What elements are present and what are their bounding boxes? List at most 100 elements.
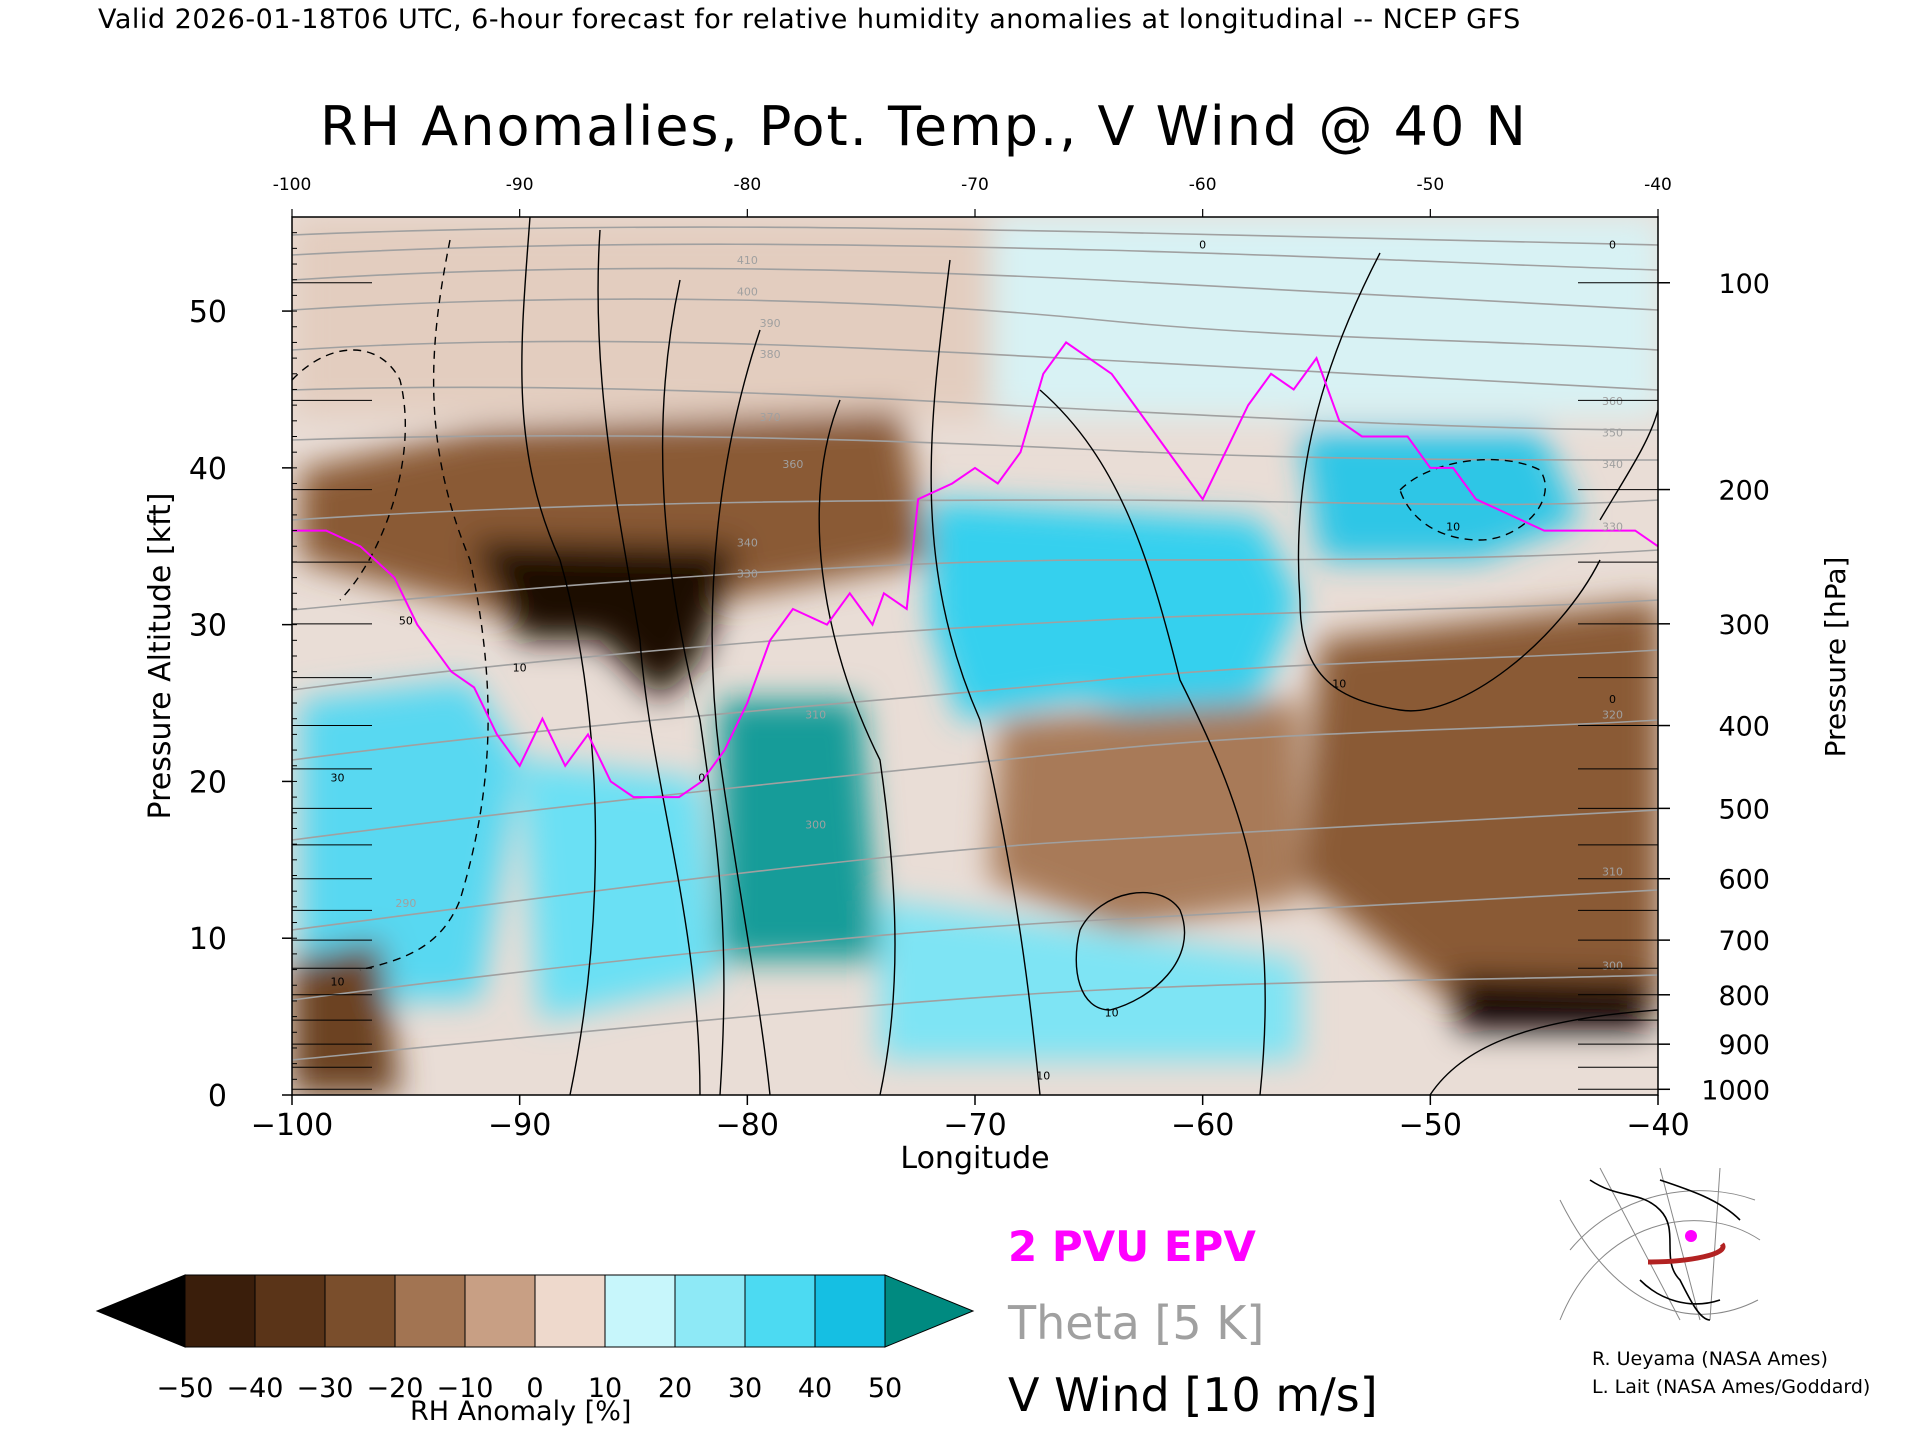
field-brown-center [990, 700, 1300, 930]
map-coastline [1589, 1179, 1741, 1321]
legend-wind: V Wind [10 m/s] [1008, 1368, 1378, 1422]
theta-contour-label: 390 [760, 317, 781, 330]
field-brown-right [1300, 600, 1658, 1000]
wind-contour [1039, 389, 1266, 1095]
legend-theta: Theta [5 K] [1008, 1296, 1265, 1350]
pressure-tick-label: 300 [1718, 610, 1770, 641]
x-axis-label: Longitude [900, 1141, 1049, 1176]
wind-contour-label: 10 [1446, 521, 1460, 534]
top-tick-label: -60 [1189, 175, 1217, 195]
colorbar-segment [744, 1274, 816, 1348]
y-axis: 0 10 20 30 40 50 [189, 232, 297, 1114]
colorbar-segment [604, 1274, 676, 1348]
wind-contour [661, 279, 725, 1095]
theta-contour [292, 719, 1658, 841]
y-tick-label: 50 [189, 295, 227, 330]
wind-contour [818, 399, 896, 1095]
y-tick-label: 30 [189, 609, 227, 644]
wind-contour-label: 0 [1609, 238, 1616, 251]
wind-contour-label: 0 [1609, 693, 1616, 706]
colorbar-segment [394, 1274, 466, 1348]
map-graticule [1559, 1199, 1759, 1315]
field-brown-band [300, 410, 930, 620]
map-marker [1685, 1230, 1697, 1242]
colorbar-label: RH Anomaly [%] [410, 1396, 632, 1427]
colorbar-segment [814, 1274, 886, 1348]
y-tick-label: 20 [189, 765, 227, 800]
y-axis-label: Pressure Altitude [kft] [143, 493, 178, 820]
field-blue-left-low [300, 680, 520, 1000]
colorbar-tick-label: −50 [157, 1373, 214, 1404]
wind-contour [1075, 891, 1186, 1011]
locator-map [1559, 1167, 1761, 1321]
field-blue-upper-right [1300, 430, 1580, 560]
top-tick-label: -90 [506, 175, 534, 195]
theta-contour-label: 370 [760, 411, 781, 424]
pressure-tick-label: 800 [1718, 981, 1770, 1012]
theta-contour-label: 290 [395, 897, 416, 910]
wind-contours [292, 217, 1658, 1095]
theta-contour [292, 386, 1658, 431]
x-tick-label: −80 [716, 1108, 779, 1143]
x-axis: −100 −90 −80 −70 −60 −50 −40 [251, 1095, 1690, 1143]
theta-contour-label: 330 [1602, 521, 1623, 534]
map-track [1647, 1242, 1726, 1265]
rh-anomaly-field [292, 217, 1658, 1095]
map-frame [1560, 1168, 1758, 1318]
wind-contour [1297, 252, 1601, 712]
wind-contour-label: 30 [331, 771, 345, 784]
field-teal-left [720, 700, 880, 960]
map-graticule [1599, 1167, 1681, 1321]
colorbar-tick-label: −20 [367, 1373, 424, 1404]
theta-label-layer: 290 300 310 330 340 360 370 380 390 400 410 360 350 3… [395, 254, 1623, 973]
map-graticule [1659, 1167, 1701, 1321]
x-tick-label: −100 [251, 1108, 333, 1143]
pressure-tick-label: 700 [1718, 926, 1770, 957]
colorbar-tick-label: 40 [798, 1373, 832, 1404]
colorbar-segment [674, 1274, 746, 1348]
colorbar-tick-label: −30 [297, 1373, 354, 1404]
top-tick-label: -40 [1644, 175, 1672, 195]
colorbar-segment [184, 1274, 256, 1348]
theta-contour-label: 300 [805, 818, 826, 831]
theta-contour [292, 435, 1658, 461]
field-blue-bottom [880, 900, 1300, 1060]
pressure-tick-label: 200 [1718, 476, 1770, 507]
theta-contour [292, 649, 1658, 761]
y-tick-label: 10 [189, 922, 227, 957]
x-tick-label: −70 [943, 1108, 1006, 1143]
wind-label-layer: 50 30 10 10 0 0 10 10 10 10 0 0 [331, 238, 1616, 1082]
theta-contour-label: 300 [1602, 960, 1623, 973]
wind-contour-label: 10 [1105, 1007, 1119, 1020]
colorbar-tick-label: −10 [437, 1373, 494, 1404]
chart-title: RH Anomalies, Pot. Temp., V Wind @ 40 N [320, 95, 1528, 158]
pressure-tick-label: 600 [1718, 865, 1770, 896]
x-tick-label: −60 [1171, 1108, 1234, 1143]
colorbar-tick-label: −40 [227, 1373, 284, 1404]
map-graticule [1559, 1220, 1761, 1321]
theta-contour-label: 340 [1602, 458, 1623, 471]
top-tick-label: -50 [1416, 175, 1444, 195]
wind-contour [711, 329, 771, 1095]
y-tick-label: 0 [208, 1079, 227, 1114]
theta-contour [292, 499, 1658, 521]
colorbar-tick-label: 30 [728, 1373, 762, 1404]
pressure-tick-label: 100 [1718, 269, 1770, 300]
field-upper-right [900, 217, 1658, 417]
field-blue-center-low [520, 760, 720, 1020]
theta-contour [292, 599, 1658, 691]
wind-contour-label: 10 [513, 662, 527, 675]
colorbar-segment [464, 1274, 536, 1348]
field-black-lowright [1450, 975, 1650, 1030]
colorbar: −50 −40 −30 −20 −10 0 10 20 30 40 50 [95, 1274, 975, 1404]
wind-contour [521, 217, 597, 1095]
legend-epv: 2 PVU EPV [1008, 1222, 1256, 1271]
theta-contour [292, 549, 1658, 611]
wind-contour-label: 50 [399, 615, 413, 628]
colorbar-arrow-low [95, 1274, 186, 1348]
wind-contour [1429, 1009, 1658, 1095]
theta-contour-label: 310 [805, 709, 826, 722]
wind-contour [1599, 409, 1658, 521]
wind-contour [930, 259, 1041, 1095]
